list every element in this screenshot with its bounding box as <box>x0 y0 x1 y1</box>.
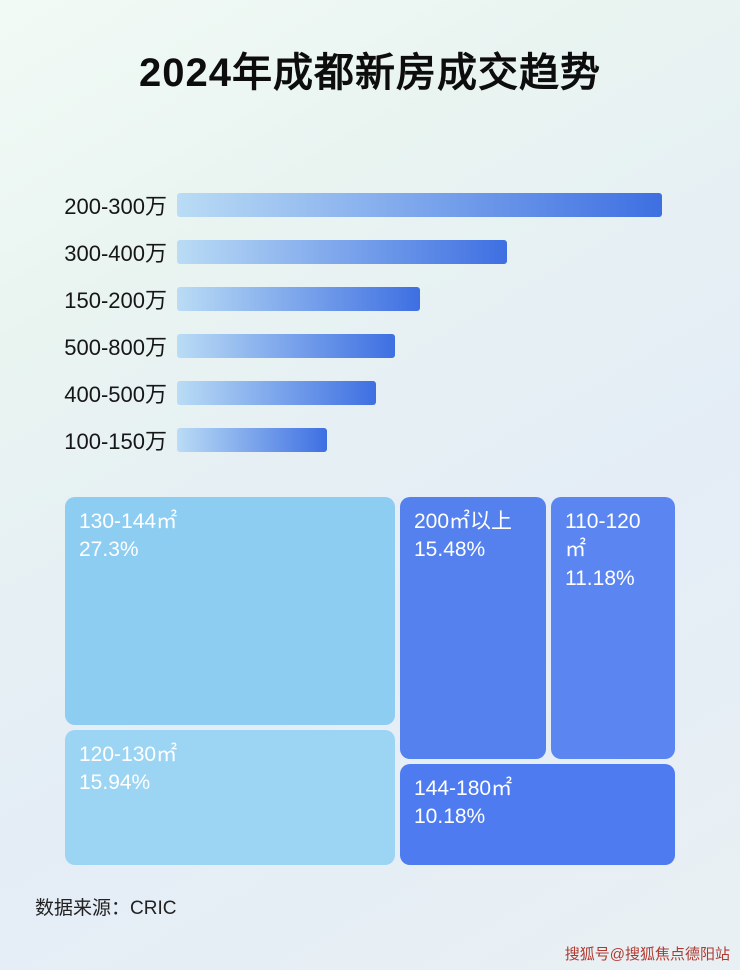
bar-chart: 200-300万 300-400万 150-200万 500-800万 400-… <box>0 193 740 454</box>
bar-label: 200-300万 <box>64 194 167 219</box>
treemap-block-label: 144-180㎡ <box>414 777 513 800</box>
bar-row: 400-500万 <box>35 381 740 407</box>
treemap-block-120-130: 120-130㎡ 15.94% <box>65 730 395 865</box>
treemap-block-label: 120-130㎡ <box>79 743 178 766</box>
treemap-block-value: 27.3% <box>79 538 139 562</box>
bar-label: 100-150万 <box>64 429 167 454</box>
treemap-block-value: 10.18% <box>414 805 486 829</box>
treemap-block-label: 130-144㎡ <box>79 510 178 533</box>
bar-track <box>177 240 662 264</box>
treemap-block-144-180: 144-180㎡ 10.18% <box>400 764 675 865</box>
treemap-block-label: 110-120㎡ <box>565 510 641 562</box>
bar-track <box>177 287 662 311</box>
treemap-right-top-row: 200㎡以上 15.48% 110-120㎡ 11.18% <box>400 497 675 759</box>
treemap-right-column: 200㎡以上 15.48% 110-120㎡ 11.18% 144-180㎡ 1… <box>400 497 675 865</box>
bar-row: 500-800万 <box>35 334 740 360</box>
bar-row: 150-200万 <box>35 287 740 313</box>
bar-track <box>177 381 662 405</box>
bar <box>177 240 507 264</box>
watermark: 搜狐号@搜狐焦点德阳站 <box>564 946 730 963</box>
treemap-block-value: 11.18% <box>565 566 635 590</box>
treemap-block-label: 200㎡以上 <box>414 510 513 533</box>
bar-label: 500-800万 <box>64 335 167 360</box>
bar-label: 300-400万 <box>64 241 167 266</box>
treemap-block-200-plus: 200㎡以上 15.48% <box>400 497 546 759</box>
bar-label: 400-500万 <box>64 382 167 407</box>
bar-row: 200-300万 <box>35 193 740 219</box>
bar-track <box>177 193 662 217</box>
treemap-block-value: 15.94% <box>79 771 151 795</box>
bar <box>177 381 376 405</box>
treemap-block-110-120: 110-120㎡ 11.18% <box>551 497 675 759</box>
bar-track <box>177 428 662 452</box>
data-source-label: 数据来源：CRIC <box>35 898 177 919</box>
bar <box>177 334 396 358</box>
treemap-left-column: 130-144㎡ 27.3% 120-130㎡ 15.94% <box>65 497 395 865</box>
bar <box>177 428 328 452</box>
bar-track <box>177 334 662 358</box>
bar-row: 300-400万 <box>35 240 740 266</box>
bar <box>177 193 662 217</box>
treemap-block-value: 15.48% <box>414 538 486 562</box>
treemap-block-130-144: 130-144㎡ 27.3% <box>65 497 395 725</box>
bar <box>177 287 420 311</box>
treemap-chart: 130-144㎡ 27.3% 120-130㎡ 15.94% 200㎡以上 15… <box>65 497 675 865</box>
page-title: 2024年成都新房成交趋势 <box>139 51 601 95</box>
bar-label: 150-200万 <box>64 288 167 313</box>
bar-row: 100-150万 <box>35 428 740 454</box>
